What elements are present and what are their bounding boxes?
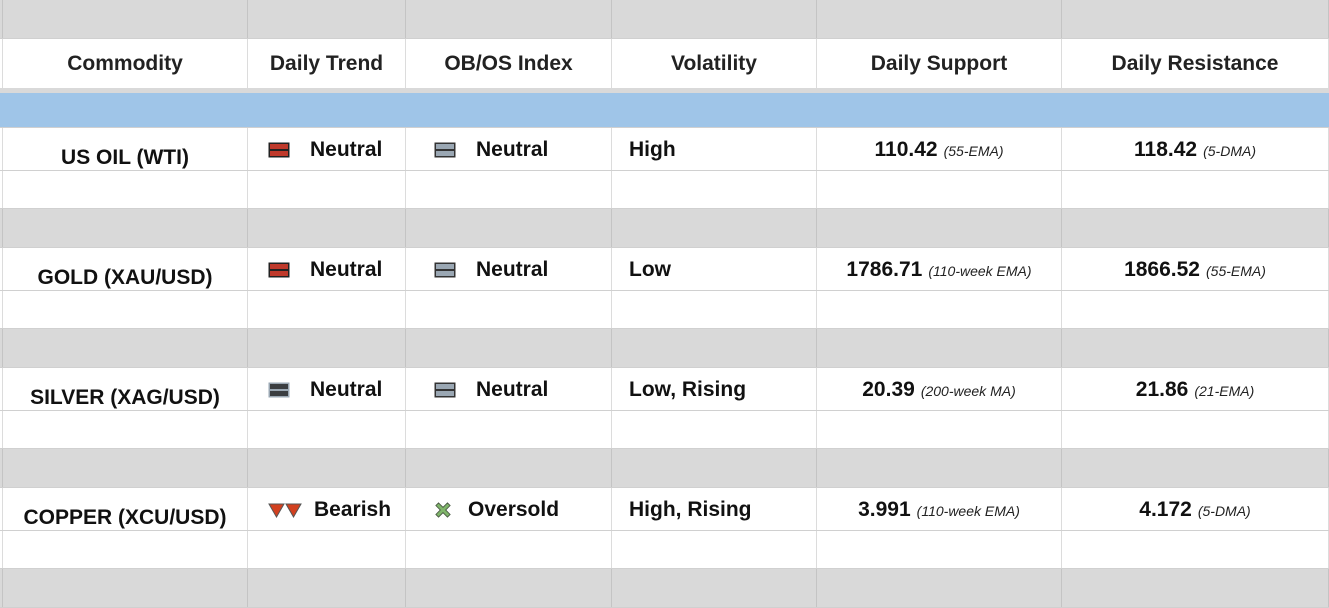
band-row [0, 93, 1329, 128]
trend-value: Neutral [310, 258, 383, 281]
blank-row [0, 411, 1329, 449]
separator-row [0, 569, 1329, 608]
trend-value: Bearish [314, 498, 392, 521]
volatility-cell[interactable]: High [612, 128, 817, 170]
obos-cell[interactable]: Neutral [406, 128, 612, 170]
resistance-cell[interactable]: 21.86 (21-EMA) [1062, 368, 1329, 410]
commodity-cell[interactable]: SILVER (XAG/USD) [3, 368, 248, 410]
commodity-cell[interactable]: GOLD (XAU/USD) [3, 248, 248, 290]
support-note: (55-EMA) [943, 143, 1004, 159]
resistance-cell[interactable]: 1866.52 (55-EMA) [1062, 248, 1329, 290]
oversold-cross-icon [435, 502, 451, 518]
support-note: (200-week MA) [920, 383, 1016, 399]
volatility-cell[interactable]: High, Rising [612, 488, 817, 530]
trend-value: Neutral [310, 378, 383, 401]
obos-cell[interactable]: Neutral [406, 368, 612, 410]
blank-row [0, 291, 1329, 329]
volatility-value: High [629, 138, 676, 161]
obos-cell[interactable]: Oversold [406, 488, 612, 530]
bearish-double-triangle-icon [268, 503, 302, 518]
header-obos-index[interactable]: OB/OS Index [406, 39, 612, 88]
resistance-note: (55-EMA) [1206, 263, 1266, 279]
trend-cell[interactable]: Bearish [248, 488, 406, 530]
support-value: 3.991 [858, 498, 911, 521]
commodity-name: GOLD (XAU/USD) [37, 266, 213, 289]
obos-value: Oversold [468, 498, 560, 521]
trend-cell[interactable]: Neutral [248, 128, 406, 170]
volatility-value: Low [629, 258, 671, 281]
separator-row [0, 209, 1329, 248]
support-cell[interactable]: 20.39 (200-week MA) [817, 368, 1062, 410]
resistance-note: (5-DMA) [1203, 143, 1256, 159]
volatility-value: High, Rising [629, 498, 752, 521]
header-commodity[interactable]: Commodity [3, 39, 248, 88]
neutral-gray-bars-icon [434, 142, 456, 158]
resistance-cell[interactable]: 118.42 (5-DMA) [1062, 128, 1329, 170]
support-cell[interactable]: 1786.71 (110-week EMA) [817, 248, 1062, 290]
spacer-row [0, 0, 1329, 39]
commodity-name: COPPER (XCU/USD) [23, 506, 227, 529]
trend-value: Neutral [310, 138, 383, 161]
neutral-dark-bars-icon [268, 382, 290, 398]
commodity-cell[interactable]: US OIL (WTI) [3, 128, 248, 170]
support-value: 20.39 [862, 378, 915, 401]
obos-value: Neutral [476, 138, 549, 161]
neutral-red-bars-icon [268, 262, 290, 278]
blank-row [0, 531, 1329, 569]
neutral-gray-bars-icon [434, 382, 456, 398]
volatility-cell[interactable]: Low, Rising [612, 368, 817, 410]
commodity-name: SILVER (XAG/USD) [30, 386, 220, 409]
support-value: 110.42 [874, 138, 938, 161]
table-row: COPPER (XCU/USD) Bearish Oversold High, … [0, 488, 1329, 531]
header-volatility[interactable]: Volatility [612, 39, 817, 88]
table-row: SILVER (XAG/USD) Neutral Neutral Low, Ri… [0, 368, 1329, 411]
table-row: GOLD (XAU/USD) Neutral Neutral Low 1786.… [0, 248, 1329, 291]
resistance-value: 118.42 [1134, 138, 1198, 161]
support-value: 1786.71 [846, 258, 923, 281]
volatility-cell[interactable]: Low [612, 248, 817, 290]
resistance-value: 4.172 [1139, 498, 1192, 521]
blank-row [0, 171, 1329, 209]
resistance-value: 1866.52 [1124, 258, 1200, 281]
obos-cell[interactable]: Neutral [406, 248, 612, 290]
trend-cell[interactable]: Neutral [248, 248, 406, 290]
header-daily-resistance[interactable]: Daily Resistance [1062, 39, 1329, 88]
support-note: (110-week EMA) [916, 503, 1020, 519]
resistance-cell[interactable]: 4.172 (5-DMA) [1062, 488, 1329, 530]
header-daily-support[interactable]: Daily Support [817, 39, 1062, 88]
obos-value: Neutral [476, 258, 549, 281]
obos-value: Neutral [476, 378, 549, 401]
table-row: US OIL (WTI) Neutral Neutral High 110.42… [0, 128, 1329, 171]
commodity-name: US OIL (WTI) [61, 146, 189, 169]
support-cell[interactable]: 110.42 (55-EMA) [817, 128, 1062, 170]
neutral-red-bars-icon [268, 142, 290, 158]
commodity-cell[interactable]: COPPER (XCU/USD) [3, 488, 248, 530]
separator-row [0, 449, 1329, 488]
support-cell[interactable]: 3.991 (110-week EMA) [817, 488, 1062, 530]
neutral-gray-bars-icon [434, 262, 456, 278]
trend-cell[interactable]: Neutral [248, 368, 406, 410]
header-row: Commodity Daily Trend OB/OS Index Volati… [0, 39, 1329, 93]
separator-row [0, 329, 1329, 368]
resistance-note: (5-DMA) [1197, 503, 1251, 519]
support-note: (110-week EMA) [928, 263, 1032, 279]
resistance-note: (21-EMA) [1194, 383, 1255, 399]
resistance-value: 21.86 [1135, 378, 1189, 401]
header-daily-trend[interactable]: Daily Trend [248, 39, 406, 88]
volatility-value: Low, Rising [629, 378, 747, 401]
